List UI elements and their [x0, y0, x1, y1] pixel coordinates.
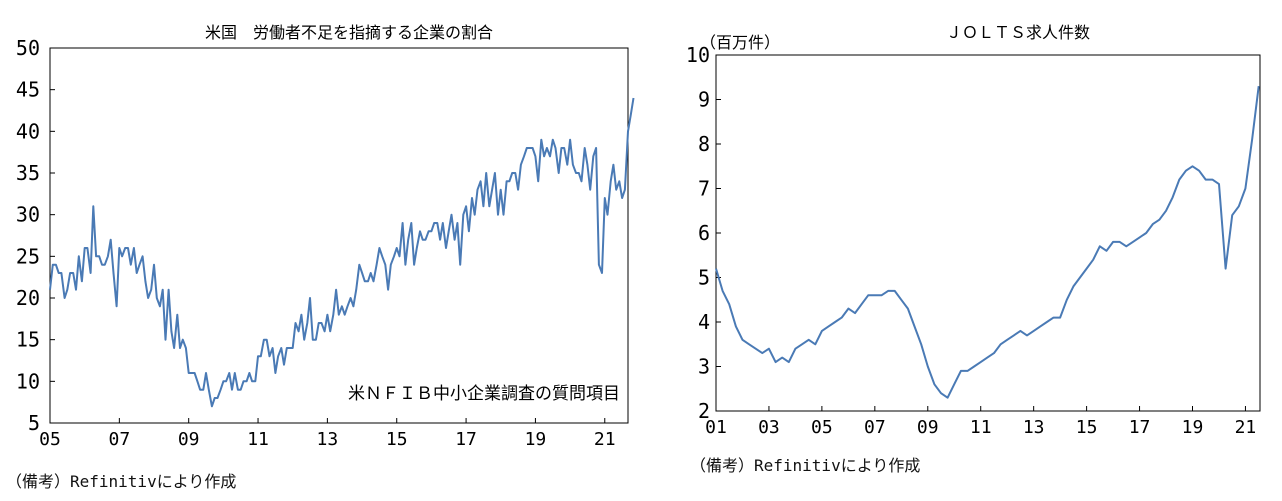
x-tick-label: 05 [39, 429, 61, 450]
x-tick-label: 11 [247, 429, 269, 450]
x-tick-label: 03 [758, 417, 780, 438]
x-tick-label: 09 [917, 417, 939, 438]
worker-shortage-chart: 米国 労働者不足を指摘する企業の割合 5 10 15 20 25 30 35 40 45 50 05 0… [16, 23, 635, 450]
y-tick-label: 9 [698, 88, 710, 112]
x-tick-label: 21 [1235, 417, 1257, 438]
x-tick-label: 07 [864, 417, 886, 438]
chart-panel-jolts: ＪＯＬＴＳ求人件数 （百万件） 2 3 4 5 6 7 8 9 10 01 03 05 07 09 11 13 15… [660, 0, 1282, 501]
y-tick-label: 10 [16, 369, 40, 393]
x-tick-label: 15 [1076, 417, 1098, 438]
y-tick-label: 25 [16, 244, 40, 268]
x-tick-label: 07 [109, 429, 131, 450]
x-tick-label: 01 [705, 417, 727, 438]
x-tick-label: 17 [455, 429, 477, 450]
x-tick-label: 19 [1182, 417, 1204, 438]
y-tick-label: 7 [698, 177, 710, 201]
y-unit-label: （百万件） [700, 33, 780, 52]
chart-title: ＪＯＬＴＳ求人件数 [946, 23, 1090, 42]
source-note: （備考）Refinitivにより作成 [6, 472, 237, 491]
y-tick-label: 30 [16, 203, 40, 227]
y-tick-label: 5 [698, 266, 710, 290]
series-line [49, 97, 635, 408]
y-tick-label: 10 [686, 43, 710, 67]
y-tick-label: 5 [28, 411, 40, 435]
y-tick-label: 40 [16, 119, 40, 143]
y-tick-label: 20 [16, 286, 40, 310]
chart-panel-worker-shortage: 米国 労働者不足を指摘する企業の割合 5 10 15 20 25 30 35 40 45 50 05 0… [0, 0, 640, 501]
y-tick-label: 4 [698, 310, 710, 334]
x-tick-label: 11 [970, 417, 992, 438]
x-tick-label: 13 [317, 429, 339, 450]
y-tick-label: 6 [698, 221, 710, 245]
chart-title: 米国 労働者不足を指摘する企業の割合 [205, 23, 493, 42]
y-tick-label: 2 [698, 399, 710, 423]
x-tick-label: 13 [1023, 417, 1045, 438]
y-tick-label: 50 [16, 36, 40, 60]
y-tick-label: 3 [698, 355, 710, 379]
source-note: （備考）Refinitivにより作成 [690, 456, 921, 475]
x-tick-label: 19 [525, 429, 547, 450]
series-line [715, 85, 1260, 399]
y-tick-label: 8 [698, 132, 710, 156]
x-tick-label: 17 [1129, 417, 1151, 438]
chart-annotation: 米ＮＦＩＢ中小企業調査の質問項目 [348, 384, 620, 404]
x-tick-label: 15 [386, 429, 408, 450]
y-tick-label: 15 [16, 328, 40, 352]
y-tick-label: 45 [16, 78, 40, 102]
x-tick-label: 21 [594, 429, 616, 450]
y-tick-label: 35 [16, 161, 40, 185]
x-tick-label: 05 [811, 417, 833, 438]
x-tick-label: 09 [178, 429, 200, 450]
jolts-openings-chart: ＪＯＬＴＳ求人件数 （百万件） 2 3 4 5 6 7 8 9 10 01 03 05 07 09 11 13 15… [686, 23, 1261, 438]
plot-frame [49, 47, 629, 424]
